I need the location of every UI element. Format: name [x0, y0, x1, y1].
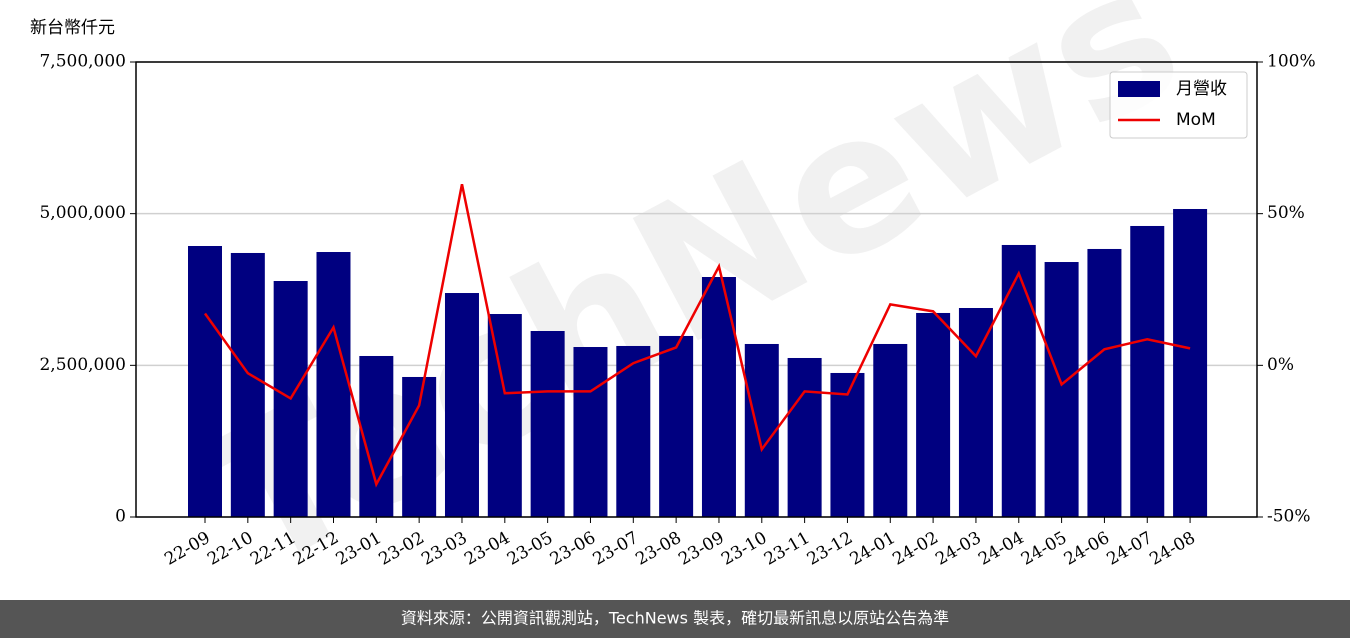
x-tick-label: 24-08 — [1146, 528, 1198, 570]
bar — [1130, 225, 1165, 517]
bar — [616, 345, 651, 517]
bar — [873, 343, 908, 517]
bar — [1173, 208, 1208, 517]
x-tick-label: 23-09 — [675, 528, 727, 570]
bar — [1044, 262, 1079, 517]
x-tick-label: 24-04 — [975, 528, 1027, 570]
line — [203, 183, 1191, 488]
footer-band — [0, 600, 1350, 638]
bar — [744, 343, 779, 517]
y-tick-label: 7,500,000 — [39, 52, 126, 72]
bar — [230, 252, 265, 517]
x-tick-label: 24-02 — [889, 528, 941, 570]
bar — [359, 355, 394, 517]
x-tick-label: 24-03 — [932, 528, 984, 570]
x-tick-label: 24-07 — [1104, 528, 1156, 570]
bar — [530, 330, 565, 517]
y-tick-label: 2,500,000 — [39, 355, 126, 375]
x-tick-label: 23-06 — [547, 528, 599, 570]
x-tick-label: 22-10 — [204, 528, 256, 570]
bar — [958, 308, 993, 517]
x-tick-label: 24-05 — [1018, 528, 1070, 570]
y2-tick-label: -50% — [1267, 507, 1311, 527]
bar — [316, 252, 351, 517]
bar — [444, 293, 479, 517]
legend-swatch — [1118, 81, 1160, 97]
bar — [188, 246, 222, 517]
footer: 資料來源：公開資訊觀測站，TechNews 製表，確切最新訊息以原站公告為準 — [401, 609, 949, 628]
bar — [916, 312, 951, 517]
x-tick-label: 24-01 — [847, 528, 899, 570]
bar — [659, 335, 694, 517]
x-tick-label: 24-06 — [1061, 528, 1113, 570]
bar — [487, 314, 522, 517]
x-tick-label: 23-05 — [504, 528, 556, 570]
legend-label: 月營收 — [1176, 79, 1227, 99]
bar — [1087, 248, 1122, 517]
y2-tick-label: 0% — [1267, 355, 1294, 375]
x-tick-label: 23-07 — [590, 528, 642, 570]
x-tick-label: 23-04 — [461, 528, 513, 570]
bar — [830, 372, 865, 517]
bar — [402, 376, 437, 517]
y2-tick-label: 50% — [1267, 203, 1305, 223]
bar — [787, 357, 822, 517]
plot-frame — [135, 61, 1258, 518]
bar — [573, 347, 608, 517]
x-tick-label: 23-10 — [718, 528, 770, 570]
legend-label: MoM — [1176, 110, 1216, 130]
x-tick-label: 23-08 — [632, 528, 684, 570]
x-tick-label: 23-12 — [804, 528, 856, 570]
y-tick-label: 5,000,000 — [39, 203, 126, 223]
y-axis-label: 新台幣仟元 — [30, 18, 115, 38]
y-tick-label: 0 — [115, 507, 126, 527]
bar — [1001, 244, 1036, 517]
x-tick-label: 23-11 — [761, 528, 813, 570]
x-tick-label: 22-09 — [161, 528, 213, 570]
y2-tick-label: 100% — [1267, 52, 1316, 72]
